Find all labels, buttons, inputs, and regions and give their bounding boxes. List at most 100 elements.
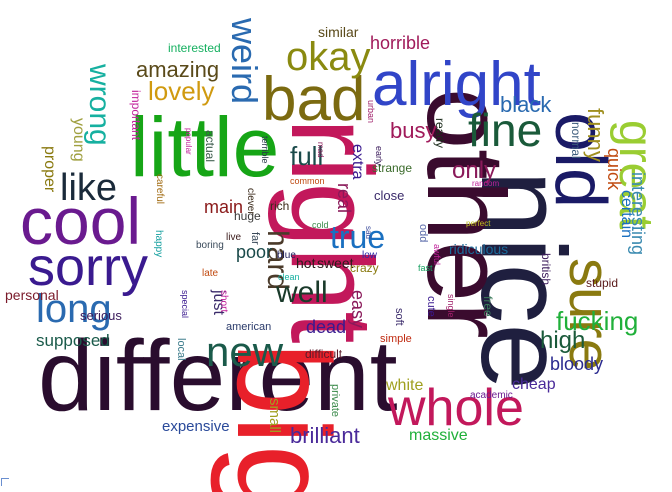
word-expensive: expensive (162, 418, 230, 435)
word-sorry: sorry (28, 237, 148, 297)
word-terrible: terrible (260, 136, 270, 164)
word-actual: actual (203, 130, 217, 162)
word-certain: certain (618, 190, 635, 238)
word-bloody: bloody (550, 354, 603, 374)
word-amazing: amazing (136, 57, 219, 82)
word-difficult: difficult (305, 347, 343, 361)
word-odd: odd (417, 224, 429, 242)
word-easy: easy (348, 290, 368, 328)
word-personal: personal (5, 287, 59, 303)
word-soft: soft (393, 308, 405, 326)
word-true: true (330, 219, 385, 255)
word-blue: blue (277, 250, 296, 261)
word-hard: hard (261, 230, 294, 290)
word-young: young (70, 118, 87, 162)
word-extra: extra (349, 144, 366, 180)
word-cool: cool (20, 184, 141, 258)
word-little: little (130, 100, 279, 194)
word-careful: careful (154, 174, 165, 204)
word-only: only (452, 157, 496, 184)
word-dead: dead (306, 317, 346, 337)
word-local: local (175, 338, 187, 361)
word-crazy: crazy (350, 261, 379, 275)
word-sure: sure (557, 258, 622, 371)
word-far: far (249, 232, 261, 245)
word-awful: awful (432, 244, 442, 265)
word-great: great (609, 120, 662, 229)
word-perfect: perfect (466, 219, 491, 228)
word-urban: urban (366, 100, 376, 123)
word-lovely: lovely (148, 76, 214, 106)
word-ready: ready (433, 118, 447, 148)
word-clean: clean (278, 272, 300, 282)
word-old: old (540, 112, 620, 208)
word-sweet: sweet (317, 255, 354, 271)
word-other: other (404, 88, 527, 339)
word-special: special (180, 290, 190, 318)
word-white: white (385, 377, 423, 394)
word-interested: interested (168, 41, 221, 55)
word-brilliant: brilliant (290, 423, 360, 448)
word-mad: mad (316, 142, 325, 158)
word-nice: nice (456, 170, 590, 390)
word-fucking: fucking (556, 306, 638, 336)
word-busy: busy (390, 118, 436, 143)
word-cheap: cheap (512, 376, 556, 393)
word-main: main (204, 197, 243, 217)
word-simple: simple (380, 333, 412, 345)
word-important: important (129, 90, 143, 141)
word-random: random (472, 179, 499, 188)
word-fast: fast (418, 263, 433, 273)
word-fine: fine (468, 104, 542, 156)
word-sad: sad (364, 226, 373, 239)
word-funny: funny (583, 108, 608, 162)
word-high: high (540, 327, 585, 354)
word-long: long (36, 287, 112, 331)
word-free: free (481, 296, 495, 317)
word-supposed: supposed (36, 331, 110, 350)
word-well: well (275, 276, 328, 309)
word-american: american (226, 321, 271, 333)
word-bad: bad (262, 65, 365, 134)
word-okay: okay (286, 35, 371, 79)
word-just: just (210, 289, 227, 315)
word-boring: boring (196, 240, 224, 251)
word-massive: massive (409, 427, 468, 444)
word-academic: academic (470, 390, 513, 401)
word-short: short (218, 290, 229, 312)
corner-bracket-icon (1, 478, 9, 486)
word-like: like (60, 167, 117, 209)
word-late: late (202, 268, 219, 279)
word-stupid: stupid (586, 276, 618, 290)
word-cold: cold (312, 220, 329, 230)
word-strange: strange (372, 161, 412, 175)
word-low: low (362, 250, 378, 261)
word-proper: proper (41, 146, 58, 193)
word-serious: serious (80, 308, 122, 323)
word-common: common (290, 176, 325, 186)
word-wrong: wrong (83, 63, 116, 146)
word-close: close (374, 188, 404, 203)
word-clever: clever (245, 188, 256, 215)
word-real: real (334, 183, 354, 213)
word-british: british (539, 253, 553, 285)
word-interesting: interesting (628, 172, 648, 255)
word-single: single (446, 294, 456, 318)
word-black: black (500, 92, 552, 117)
word-cute: cute (425, 296, 437, 317)
word-huge: huge (234, 209, 261, 223)
word-alright: alright (372, 50, 541, 119)
word-new: new (206, 328, 284, 375)
word-popular: popular (184, 128, 193, 155)
word-happy: happy (153, 230, 164, 257)
word-right: right (267, 118, 397, 344)
word-horrible: horrible (370, 33, 430, 53)
word-similar: similar (318, 24, 359, 40)
word-ridiculous: ridiculous (449, 241, 508, 257)
word-weird: weird (224, 17, 265, 104)
word-quick: quick (604, 148, 624, 191)
word-poor: poor (236, 242, 272, 262)
